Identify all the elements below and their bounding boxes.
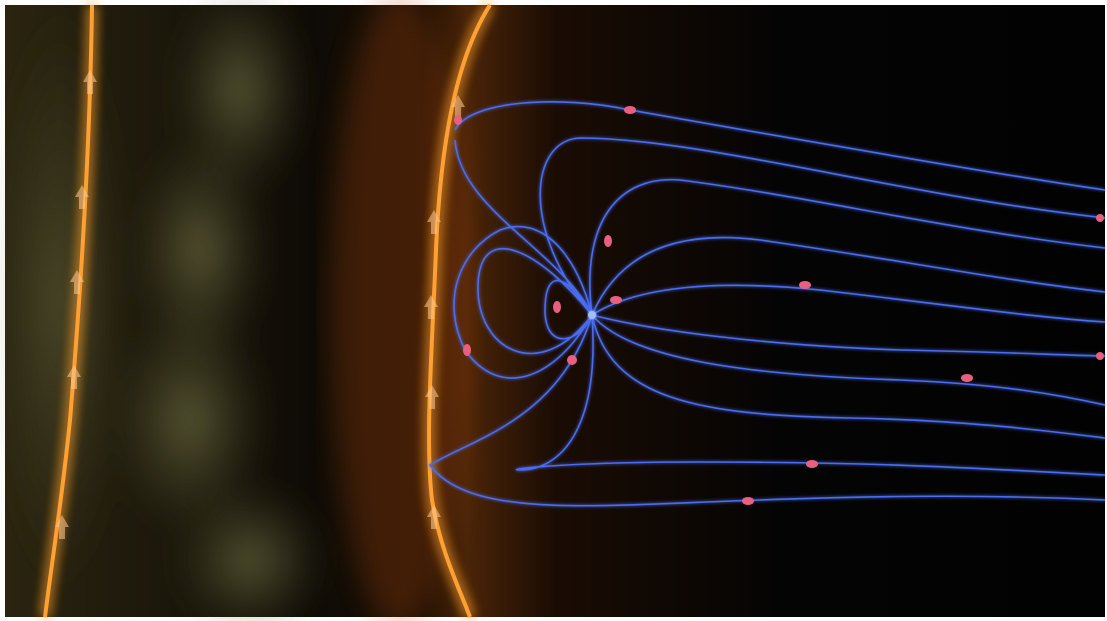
bow-shock <box>427 3 492 618</box>
earth <box>588 311 596 319</box>
field-lines <box>428 101 1106 507</box>
flow-arrows <box>55 70 465 539</box>
dust-band <box>0 0 330 621</box>
shock-glow <box>330 0 470 621</box>
particles <box>454 106 1104 505</box>
